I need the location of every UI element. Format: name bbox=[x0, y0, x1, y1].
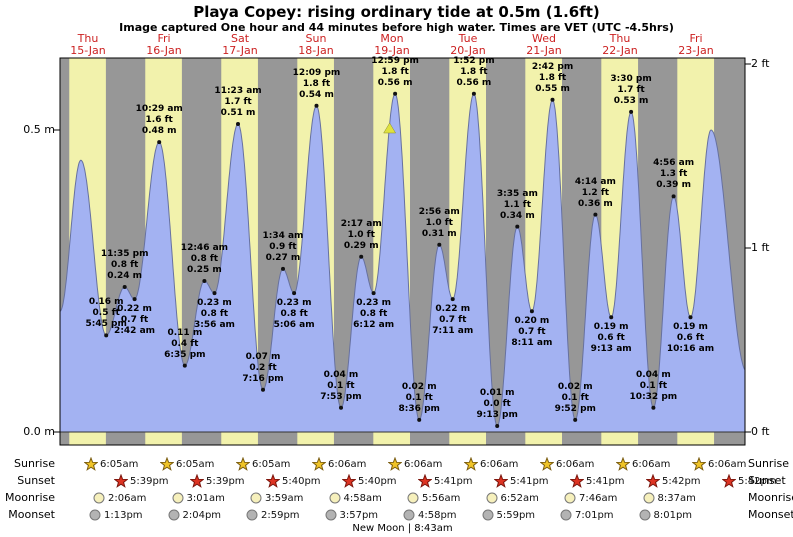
tide-extreme-dot bbox=[371, 291, 376, 296]
tide-extreme-dot bbox=[495, 424, 500, 428]
tide-extreme-dot bbox=[593, 212, 598, 217]
tide-extreme-dot bbox=[122, 285, 127, 289]
tide-extreme-dot bbox=[471, 91, 476, 96]
tide-extreme-dot bbox=[651, 405, 656, 410]
tide-extreme-dot bbox=[573, 417, 578, 422]
y-axis-left-tick-00m: 0.0 m bbox=[23, 425, 55, 438]
tide-extreme-dot bbox=[261, 387, 265, 392]
y-axis-right-tick-0ft: 0 ft bbox=[751, 425, 770, 438]
tide-extreme-dot bbox=[157, 140, 162, 145]
tide-extreme-dot bbox=[671, 194, 676, 199]
tide-extreme-dot bbox=[339, 405, 343, 410]
tide-extreme-dot bbox=[629, 109, 634, 114]
tide-extreme-dot bbox=[437, 242, 442, 247]
y-axis-left-tick-05m: 0.5 m bbox=[23, 123, 55, 136]
moonset-row-label-right: Moonset bbox=[748, 508, 793, 521]
chart-title: Playa Copey: rising ordinary tide at 0.5… bbox=[193, 3, 600, 21]
tide-extreme-dot bbox=[688, 315, 693, 320]
sunset-row-label-left: Sunset bbox=[17, 474, 55, 487]
y-axis-right-tick-2ft: 2 ft bbox=[751, 57, 770, 70]
tide-extreme-dot bbox=[550, 97, 555, 102]
y-axis-right-tick-1ft: 1 ft bbox=[751, 241, 770, 254]
tide-extreme-dot bbox=[292, 291, 297, 296]
chart-subtitle: Image captured One hour and 44 minutes b… bbox=[119, 21, 674, 34]
moonset-row-label-left: Moonset bbox=[8, 508, 55, 521]
tide-area bbox=[60, 93, 745, 433]
tide-extreme-dot bbox=[515, 224, 520, 229]
moonrise-row-label-right: Moonrise bbox=[748, 491, 793, 504]
tide-extreme-dot bbox=[529, 309, 534, 314]
tide-extreme-dot bbox=[314, 103, 319, 108]
tide-extreme-dot bbox=[609, 315, 614, 320]
moon-phase-note: New Moon | 8:43am bbox=[352, 523, 453, 534]
moonrise-row-label-left: Moonrise bbox=[5, 491, 55, 504]
tide-extreme-dot bbox=[202, 279, 207, 283]
tide-extreme-dot bbox=[393, 91, 398, 96]
tide-extreme-dot bbox=[212, 291, 217, 296]
tide-extreme-dot bbox=[182, 363, 187, 368]
sunrise-row-label-right: Sunrise bbox=[748, 457, 790, 470]
sunset-row-label-right: Sunset bbox=[748, 474, 786, 487]
tide-extreme-dot bbox=[417, 417, 422, 422]
plot-frame bbox=[59, 57, 746, 446]
tide-extreme-dot bbox=[359, 254, 364, 259]
sunrise-row-label-left: Sunrise bbox=[13, 457, 55, 470]
tide-extreme-dot bbox=[236, 122, 240, 126]
tide-extreme-dot bbox=[281, 266, 285, 271]
tide-extreme-dot bbox=[104, 333, 109, 338]
tide-extreme-dot bbox=[132, 297, 137, 302]
tide-extreme-dot bbox=[450, 297, 455, 302]
current-tide-marker bbox=[383, 122, 397, 134]
